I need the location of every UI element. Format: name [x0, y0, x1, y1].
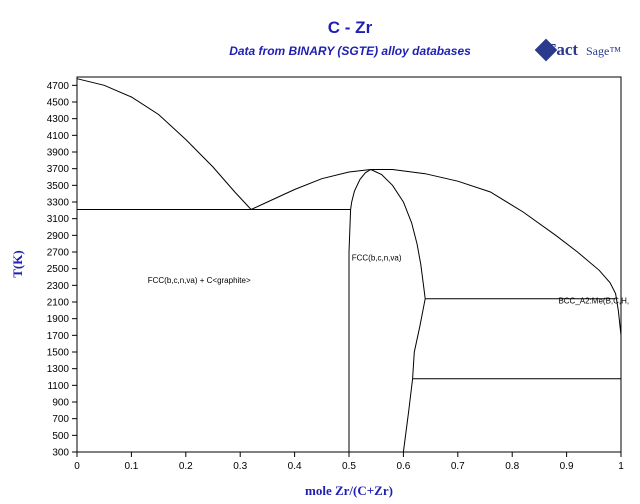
x-tick-label: 0.8 — [505, 461, 519, 472]
x-tick-label: 0.7 — [451, 461, 465, 472]
phase-region-label: BCC_A2:Me(B,C,H, — [558, 297, 629, 306]
x-tick-label: 0.4 — [288, 461, 302, 472]
y-tick-label: 4500 — [47, 98, 70, 109]
phase-boundary-line-3 — [370, 169, 622, 336]
x-tick-label: 1 — [618, 461, 624, 472]
y-tick-label: 3500 — [47, 181, 70, 192]
phase-region-label: FCC(b,c,n,va) + C<graphite> — [148, 276, 251, 285]
y-tick-label: 3900 — [47, 148, 70, 159]
phase-boundary-line-5 — [350, 169, 372, 210]
y-tick-label: 2300 — [47, 281, 70, 292]
y-tick-label: 2900 — [47, 231, 70, 242]
y-axis-title: T(K) — [10, 250, 25, 277]
x-axis-ticks: 0 0.1 0.2 0.3 0.4 0.5 0.6 0.7 0.8 0.9 1 — [74, 452, 624, 472]
y-tick-label: 900 — [52, 398, 69, 409]
x-tick-label: 0.5 — [342, 461, 356, 472]
phase-boundary-line-8 — [402, 298, 426, 453]
x-tick-label: 0.9 — [560, 461, 574, 472]
y-tick-label: 4100 — [47, 131, 70, 142]
y-tick-label: 2500 — [47, 264, 70, 275]
y-tick-label: 1100 — [47, 381, 69, 392]
y-tick-label: 1300 — [47, 364, 70, 375]
logo-text-sub: Sage™ — [586, 44, 622, 58]
y-tick-label: 2700 — [47, 248, 70, 259]
phase-boundary-line-7 — [370, 169, 426, 299]
chart-title: C - Zr — [327, 18, 373, 37]
x-tick-label: 0.1 — [124, 461, 138, 472]
logo-text-main: Fact — [546, 40, 579, 59]
y-tick-label: 1900 — [47, 314, 70, 325]
x-tick-label: 0 — [74, 461, 80, 472]
x-tick-label: 0.6 — [396, 461, 410, 472]
y-tick-label: 2100 — [47, 298, 70, 309]
y-tick-label: 4700 — [47, 81, 70, 92]
y-tick-label: 3300 — [47, 198, 70, 209]
y-tick-label: 1700 — [47, 331, 70, 342]
y-tick-label: 500 — [52, 431, 69, 442]
phase-region-label: FCC(b,c,n,va) — [352, 253, 402, 262]
y-tick-label: 1500 — [47, 348, 70, 359]
y-tick-label: 700 — [52, 414, 69, 425]
phase-labels: FCC(b,c,n,va) + C<graphite> FCC(b,c,n,va)… — [148, 253, 629, 305]
chart-subtitle: Data from BINARY (SGTE) alloy databases — [229, 44, 471, 58]
phase-boundaries — [76, 78, 622, 453]
y-tick-label: 3100 — [47, 214, 70, 225]
phase-boundary-line-2 — [250, 169, 371, 210]
x-axis-title: mole Zr/(C+Zr) — [305, 483, 393, 498]
x-tick-label: 0.3 — [233, 461, 247, 472]
factsage-logo: Fact Sage™ — [534, 38, 628, 70]
y-axis-ticks: 300 500 700 900 1100 1300 1500 1700 1900 2100 2300… — [47, 81, 77, 459]
y-tick-label: 300 — [52, 448, 69, 459]
x-tick-label: 0.2 — [179, 461, 193, 472]
phase-boundary-line-6 — [348, 209, 352, 452]
phase-boundary-line-1 — [76, 78, 252, 210]
y-tick-label: 4300 — [47, 114, 70, 125]
y-tick-label: 3700 — [47, 164, 70, 175]
